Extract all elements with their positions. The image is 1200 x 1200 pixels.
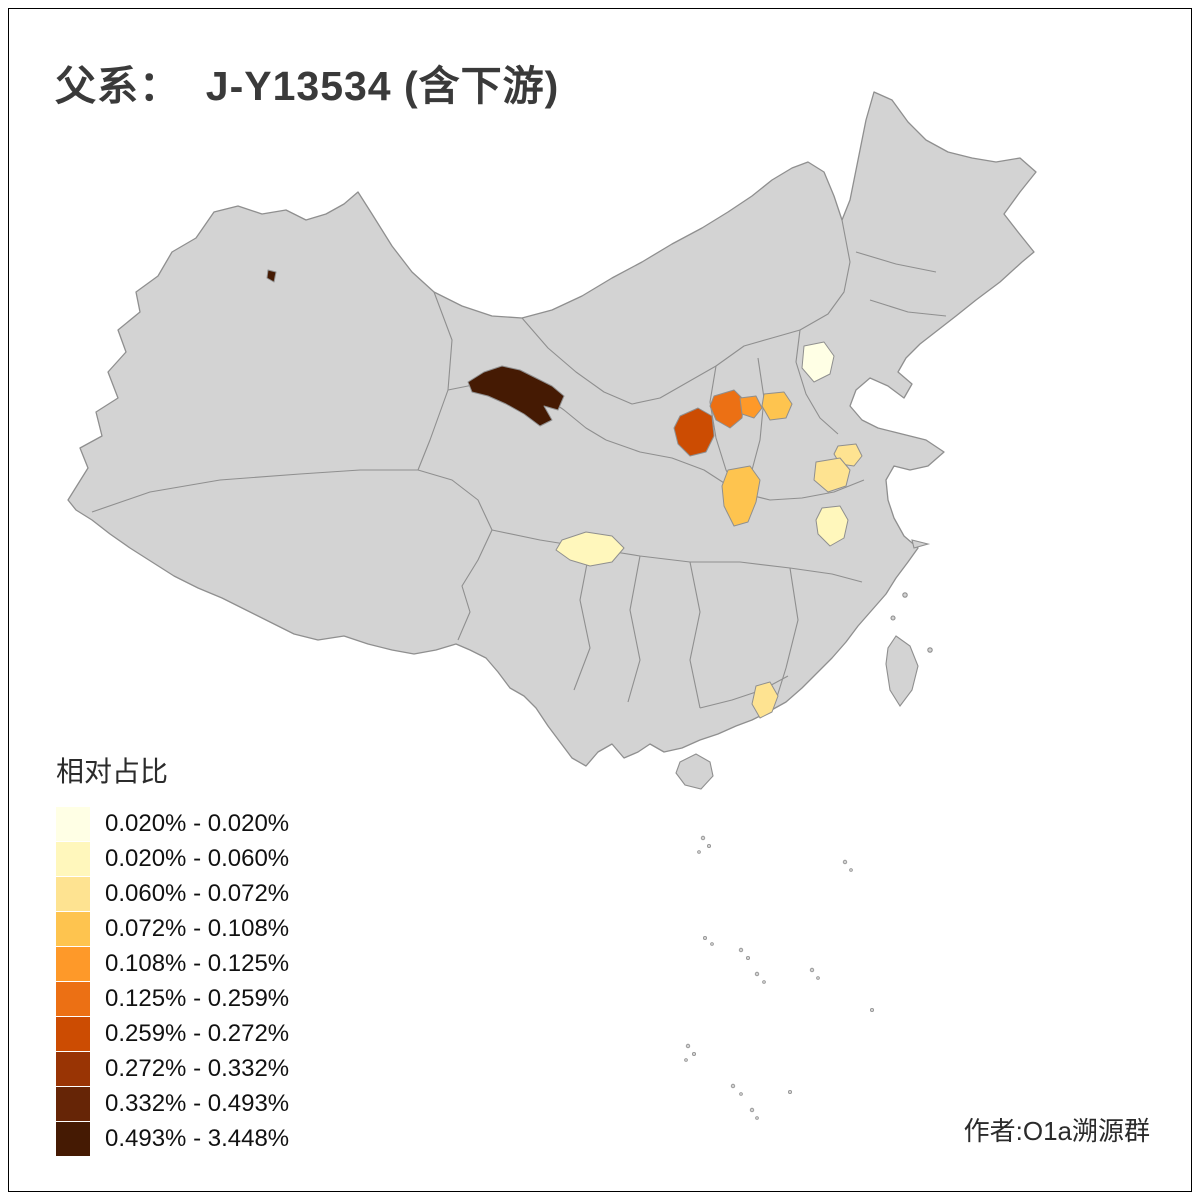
south-china-sea-islets [684, 835, 875, 1120]
legend-swatch [56, 981, 90, 1016]
legend-label: 0.072% - 0.108% [105, 914, 290, 942]
region-gansu-hexi-corridor [467, 365, 565, 427]
region-ningxia-area [673, 407, 715, 457]
legend-item: 0.259% - 0.272% [56, 1016, 289, 1051]
region-hebei-southwest-area [761, 391, 793, 421]
region-shanxi-east-area [739, 395, 763, 419]
legend-swatch [56, 1086, 90, 1121]
legend-swatch [56, 946, 90, 981]
legend-label: 0.060% - 0.072% [105, 879, 290, 907]
legend-title: 相对占比 [56, 756, 169, 787]
legend-item: 0.108% - 0.125% [56, 946, 289, 981]
attribution: 作者:O1a溯源群 [963, 1116, 1150, 1146]
legend-label: 0.125% - 0.259% [105, 984, 290, 1012]
legend-item: 0.332% - 0.493% [56, 1086, 289, 1121]
legend-item: 0.493% - 3.448% [56, 1121, 289, 1156]
legend-swatch [56, 806, 90, 841]
legend-item: 0.060% - 0.072% [56, 876, 289, 911]
legend-item: 0.020% - 0.060% [56, 841, 289, 876]
legend-swatch [56, 1121, 90, 1156]
region-guangdong-north-area [751, 681, 779, 719]
legend-item: 0.020% - 0.020% [56, 806, 289, 841]
legend-label: 0.020% - 0.060% [105, 844, 290, 872]
legend-item: 0.072% - 0.108% [56, 911, 289, 946]
region-henan-east-area [815, 505, 849, 547]
legend-label: 0.259% - 0.272% [105, 1019, 290, 1047]
region-shandong-southwest-area [813, 457, 851, 493]
colored-regions [266, 269, 863, 719]
taiwan-island [885, 635, 919, 707]
legend-swatch [56, 876, 90, 911]
map-title: 父系： J-Y13534 (含下游) [55, 63, 560, 109]
region-beijing-area [801, 341, 835, 383]
chongming-island [911, 539, 931, 549]
region-shaanxi-guanzhong-area [721, 465, 761, 527]
legend-label: 0.332% - 0.493% [105, 1089, 290, 1117]
region-shanxi-west-area [709, 389, 745, 429]
legend-item: 0.272% - 0.332% [56, 1051, 289, 1086]
legend: 相对占比 0.020% - 0.020% 0.020% - 0.060% 0.0… [56, 750, 289, 1156]
hainan-island [675, 753, 714, 790]
legend-label: 0.272% - 0.332% [105, 1054, 290, 1082]
legend-label: 0.020% - 0.020% [105, 809, 290, 837]
region-xinjiang-small-area [266, 269, 277, 283]
legend-swatch [56, 841, 90, 876]
islands [675, 539, 933, 790]
legend-label: 0.108% - 0.125% [105, 949, 290, 977]
legend-swatch [56, 1016, 90, 1051]
legend-swatch [56, 1051, 90, 1086]
legend-label: 0.493% - 3.448% [105, 1124, 290, 1152]
region-sichuan-chengdu-area [555, 531, 625, 567]
legend-swatch [56, 911, 90, 946]
legend-item: 0.125% - 0.259% [56, 981, 289, 1016]
